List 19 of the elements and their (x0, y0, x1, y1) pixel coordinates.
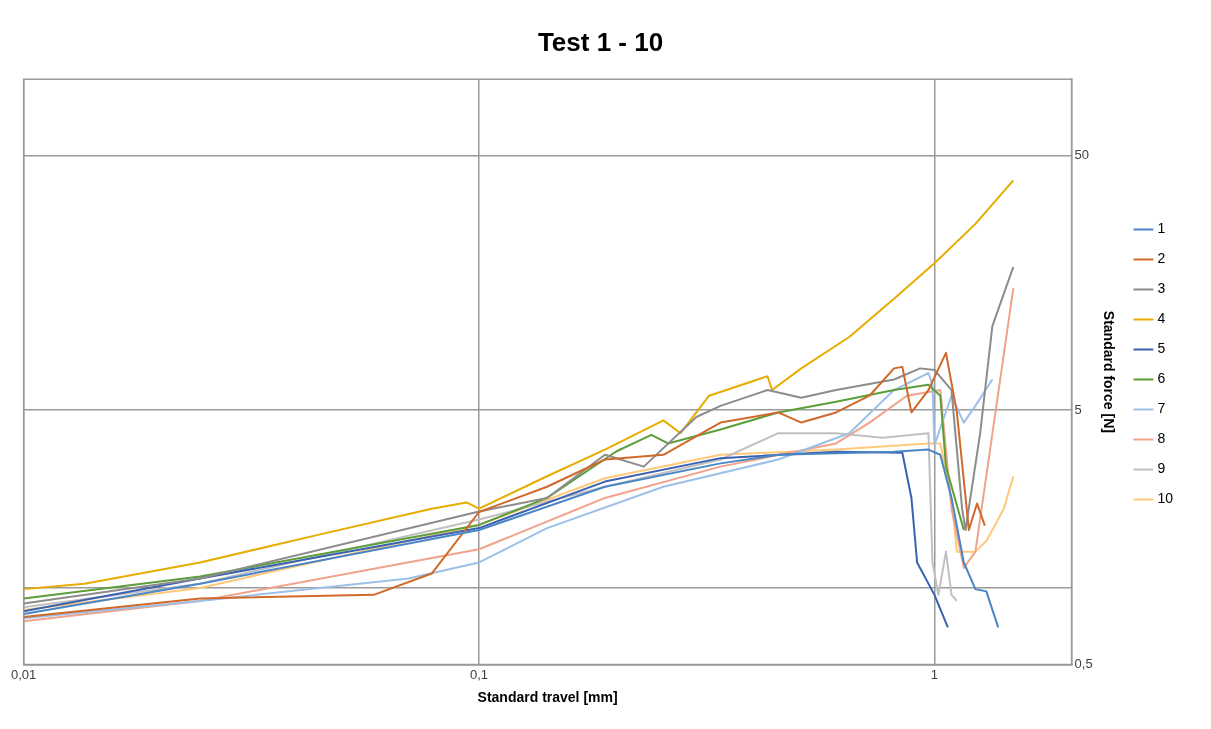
y-tick-label: 0,5 (1074, 656, 1093, 672)
legend-label: 8 (1157, 430, 1166, 447)
x-tick-label: 0,01 (10, 666, 37, 682)
y-tick-label: 5 (1074, 401, 1082, 417)
x-axis-title: Standard travel [mm] (477, 689, 618, 706)
legend-label: 3 (1157, 280, 1166, 297)
legend-label: 1 (1157, 220, 1166, 237)
x-tick-label: 1 (930, 666, 939, 682)
legend-label: 10 (1157, 490, 1174, 507)
legend-label: 7 (1157, 400, 1166, 417)
chart-title: Test 1 - 10 (537, 26, 664, 57)
legend-label: 4 (1157, 310, 1166, 327)
legend-label: 5 (1157, 340, 1166, 357)
x-tick-label: 0,1 (470, 666, 489, 682)
y-tick-label: 50 (1074, 147, 1090, 163)
y-axis-title: Standard force [N] (1101, 310, 1118, 433)
legend-label: 2 (1157, 250, 1166, 267)
legend-label: 9 (1157, 460, 1166, 477)
legend-label: 6 (1157, 370, 1166, 387)
